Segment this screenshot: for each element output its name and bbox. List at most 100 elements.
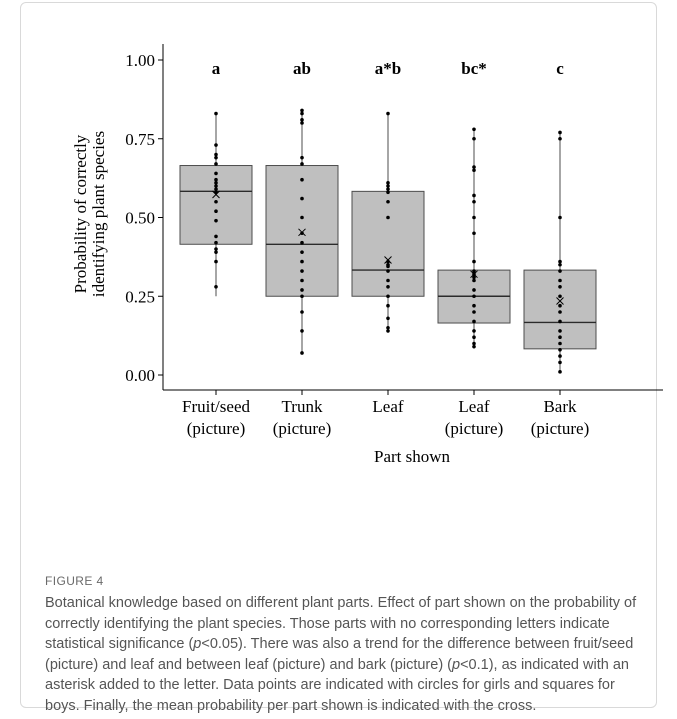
y-axis-title-line-1: Probability of correctly [71, 134, 90, 293]
data-point [386, 325, 390, 330]
data-point [300, 121, 304, 125]
data-point [386, 303, 390, 308]
data-point [558, 370, 562, 374]
data-point [472, 303, 476, 308]
x-tick-label-line-2: (picture) [273, 419, 332, 438]
caption-part-2: <0.05). There was also a trend for the d… [45, 636, 634, 673]
data-point [472, 168, 476, 173]
caption-p-1: p [193, 636, 202, 652]
data-point [472, 344, 476, 349]
data-point [472, 278, 476, 283]
significance-letter: a [212, 59, 221, 78]
data-point [472, 165, 476, 169]
data-point [214, 259, 218, 264]
data-point [472, 193, 476, 198]
data-point [558, 360, 562, 365]
data-point [300, 288, 304, 292]
y-tick-label: 0.00 [125, 366, 155, 385]
data-point [558, 329, 562, 333]
mean-marker [470, 270, 478, 279]
x-axis: Fruit/seed (picture) Trunk (picture) Leaf Lea… [163, 389, 663, 438]
boxes-layer: a ab a*b bc* c [179, 59, 597, 374]
data-point [300, 196, 304, 201]
data-point [558, 341, 562, 346]
data-point [214, 143, 218, 147]
data-point [300, 269, 304, 273]
data-point [558, 285, 562, 289]
x-tick-label-line-1: Leaf [372, 397, 403, 416]
y-axis: 0.00 0.25 0.50 0.75 1.00 [125, 44, 164, 390]
box-group: ab [265, 59, 339, 355]
data-point [300, 329, 304, 333]
data-point [300, 111, 304, 116]
box [265, 165, 339, 297]
x-tick-label-line-2: (picture) [187, 419, 246, 438]
data-point [300, 259, 304, 264]
data-point [472, 275, 476, 280]
data-point [558, 303, 562, 308]
data-point [558, 269, 562, 273]
data-point [386, 184, 390, 188]
y-axis-title-line-2: identifying plant species [89, 131, 108, 297]
figure-label: FIGURE 4 [45, 574, 104, 588]
data-point [558, 262, 562, 267]
data-point [386, 190, 390, 195]
data-point [472, 259, 476, 264]
data-point [472, 269, 476, 273]
x-tick-label-line-2: (picture) [445, 419, 504, 438]
mean-marker [556, 297, 564, 305]
caption-part-1: Botanical knowledge based on different p… [45, 595, 637, 652]
caption-p-2: p [452, 656, 461, 673]
data-point [300, 108, 304, 113]
caption-part-3: <0.1), as indicated with an asterisk add… [45, 656, 629, 714]
data-point [214, 285, 218, 289]
data-point [214, 181, 218, 185]
data-point [300, 250, 304, 254]
data-point [214, 247, 218, 251]
x-tick-label-line-1: Bark [543, 397, 577, 416]
data-point [386, 111, 390, 116]
data-point [300, 177, 304, 182]
significance-letter: a*b [375, 59, 401, 78]
data-point [214, 250, 218, 254]
data-point [386, 199, 390, 204]
data-point [472, 329, 476, 333]
mean-marker [298, 228, 306, 237]
data-point [386, 262, 390, 267]
data-point [558, 215, 562, 220]
data-point [558, 278, 562, 283]
data-point [472, 335, 476, 340]
data-point [300, 351, 304, 355]
data-point [558, 259, 562, 264]
data-point [214, 152, 218, 157]
data-point [386, 181, 390, 185]
data-point [558, 319, 562, 324]
data-point [300, 215, 304, 220]
x-axis-title: Part shown [374, 447, 451, 466]
data-point [472, 294, 476, 299]
data-point [472, 215, 476, 220]
data-point [472, 199, 476, 204]
data-point [214, 218, 218, 223]
data-point [386, 278, 390, 283]
box-group: bc* [437, 59, 511, 349]
data-point [386, 187, 390, 191]
data-point [472, 136, 476, 141]
data-point [214, 155, 218, 160]
data-point [558, 335, 562, 340]
data-point [300, 162, 304, 166]
figure-frame [20, 2, 657, 708]
data-point [300, 278, 304, 283]
box-plot-chart: 0.00 0.25 0.50 0.75 1.00 Fruit/seed (picture)… [71, 44, 663, 466]
data-point [214, 240, 218, 245]
box-group: a*b [351, 59, 425, 333]
data-point [472, 319, 476, 324]
data-point [300, 240, 304, 245]
x-tick-label-line-1: Trunk [282, 397, 323, 416]
x-tick-label-line-1: Leaf [458, 397, 489, 416]
data-point [558, 348, 562, 352]
figure-caption: Botanical knowledge based on different p… [45, 593, 645, 716]
data-point [472, 310, 476, 314]
data-point [214, 234, 218, 239]
data-point [386, 329, 390, 333]
